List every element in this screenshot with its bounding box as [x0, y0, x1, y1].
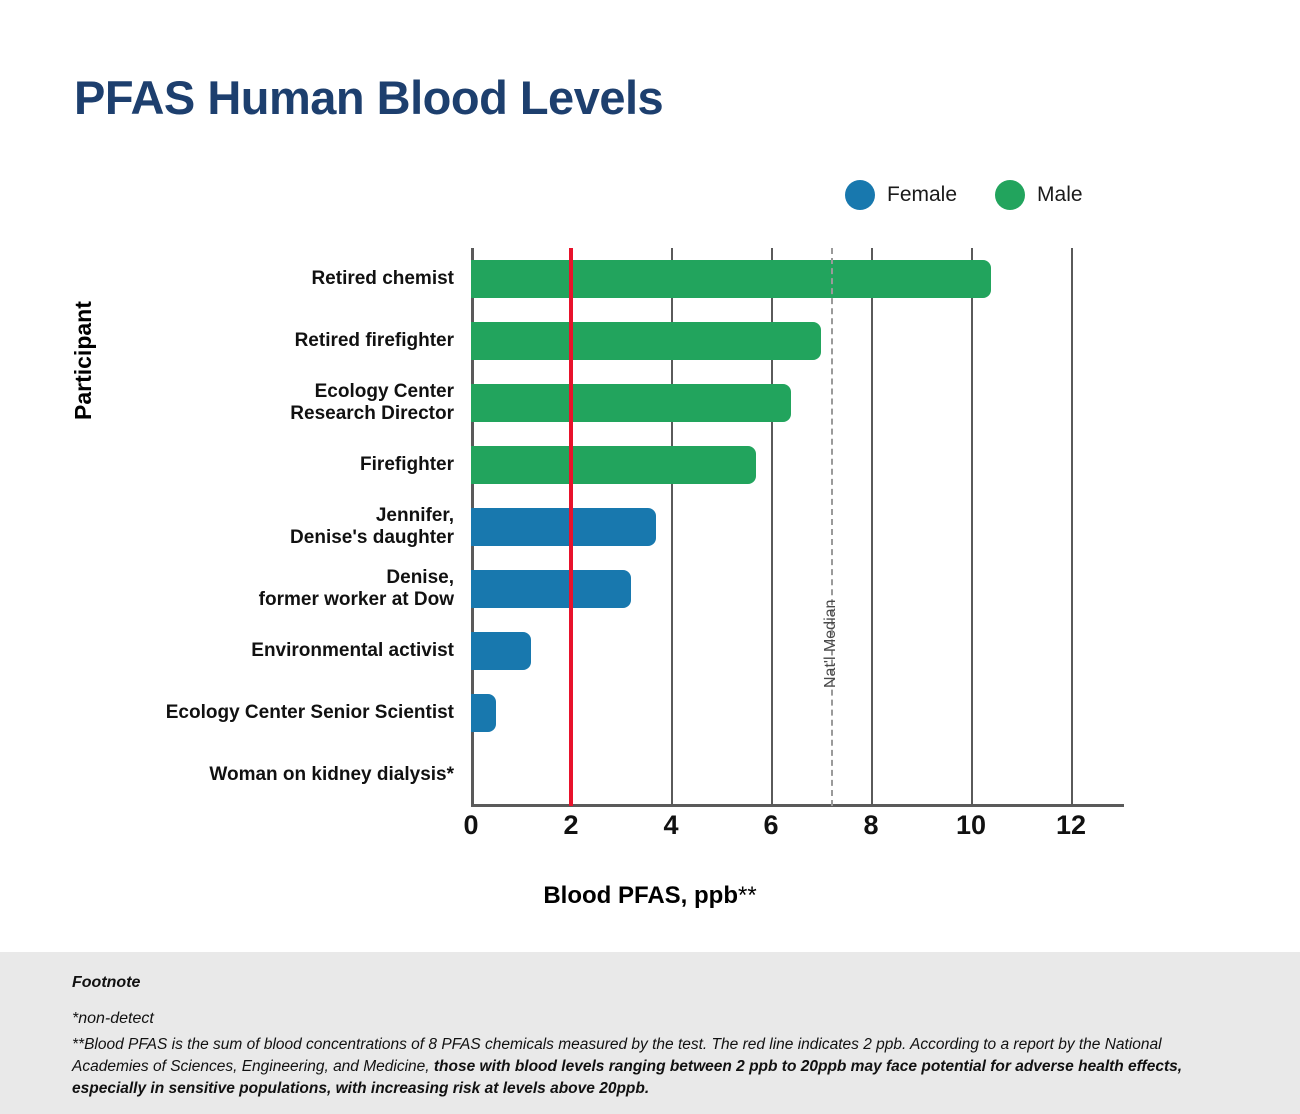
legend-label-male: Male: [1037, 183, 1083, 206]
bar[interactable]: [471, 570, 631, 608]
circle-swatch-icon: [995, 180, 1026, 210]
chart-legend: Female Male: [845, 180, 1083, 210]
footnote-body: **Blood PFAS is the sum of blood concent…: [72, 1034, 1228, 1100]
category-label: Jennifer, Denise's daughter: [290, 505, 454, 548]
footnote-body-bold: those with blood levels ranging between …: [72, 1058, 1183, 1097]
category-label: Retired chemist: [311, 268, 454, 290]
category-label: Retired firefighter: [294, 330, 454, 352]
legend-item-female[interactable]: Female: [845, 180, 957, 210]
category-label: Firefighter: [360, 454, 454, 476]
x-tick-label: 10: [955, 810, 987, 840]
national-median-label: Nat'l Median: [822, 599, 839, 688]
bar[interactable]: [471, 632, 531, 670]
bar[interactable]: [471, 260, 991, 298]
bar[interactable]: [471, 694, 496, 732]
bar[interactable]: [471, 508, 656, 546]
plot-area: Nat'l Median: [471, 248, 1124, 807]
footnote-body-plain: **Blood PFAS is the sum of blood concent…: [72, 1036, 1162, 1075]
bar[interactable]: [471, 384, 791, 422]
gridline: [771, 248, 773, 806]
category-label: Woman on kidney dialysis*: [209, 764, 454, 786]
x-tick-label: 0: [463, 810, 479, 840]
gridline: [671, 248, 673, 806]
two-ppb-reference-line: [569, 248, 573, 806]
x-axis-title-superscript: **: [737, 882, 757, 909]
gridline: [971, 248, 973, 806]
category-label: Denise, former worker at Dow: [258, 567, 454, 610]
x-axis-line: [471, 804, 1124, 807]
gridline: [1071, 248, 1073, 806]
category-label-column: Retired chemist Retired firefighter Ecolog…: [0, 248, 462, 806]
national-median-line: [831, 248, 833, 806]
x-tick-label: 4: [663, 810, 679, 840]
gridline: [871, 248, 873, 806]
x-axis-title: Blood PFAS, ppb**: [0, 882, 1300, 910]
legend-label-female: Female: [887, 183, 958, 206]
x-tick-label: 6: [763, 810, 779, 840]
footnote-panel: Footnote *non-detect **Blood PFAS is the…: [0, 952, 1300, 1114]
legend-item-male[interactable]: Male: [995, 180, 1083, 210]
bar[interactable]: [471, 322, 821, 360]
category-label: Environmental activist: [251, 640, 454, 662]
circle-swatch-icon: [845, 180, 875, 210]
x-tick-label: 2: [563, 810, 579, 840]
category-label: Ecology Center Senior Scientist: [165, 702, 454, 724]
footnote-heading: Footnote: [72, 974, 141, 991]
x-axis-ticks: 0 2 4 6 8 10 12: [463, 810, 1131, 850]
footnote-nondetect: *non-detect: [72, 1010, 154, 1027]
x-tick-label: 8: [863, 810, 879, 840]
category-label: Ecology Center Research Director: [290, 381, 454, 424]
bar[interactable]: [471, 446, 756, 484]
page-title: PFAS Human Blood Levels: [74, 71, 664, 124]
x-tick-label: 12: [1055, 810, 1087, 840]
x-axis-title-text: Blood PFAS, ppb: [543, 882, 738, 909]
